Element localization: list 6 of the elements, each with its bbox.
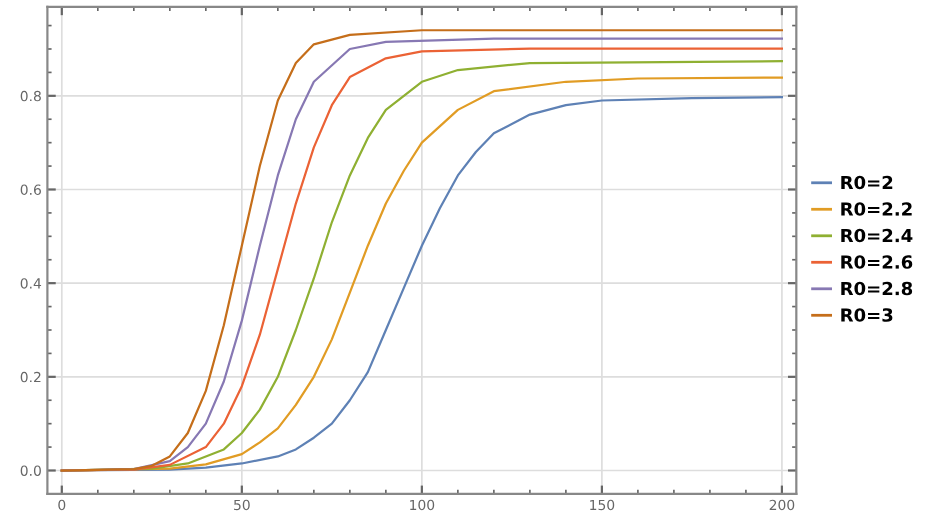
- legend-label: R0=2: [841, 175, 893, 190]
- legend-label: R0=2.2: [841, 202, 912, 216]
- legend-label: R0=2.6: [841, 255, 913, 269]
- legend-label: R0=3: [841, 308, 893, 322]
- legend-label: R0=2.8: [841, 281, 913, 296]
- legend-label: R0=2.4: [841, 228, 913, 243]
